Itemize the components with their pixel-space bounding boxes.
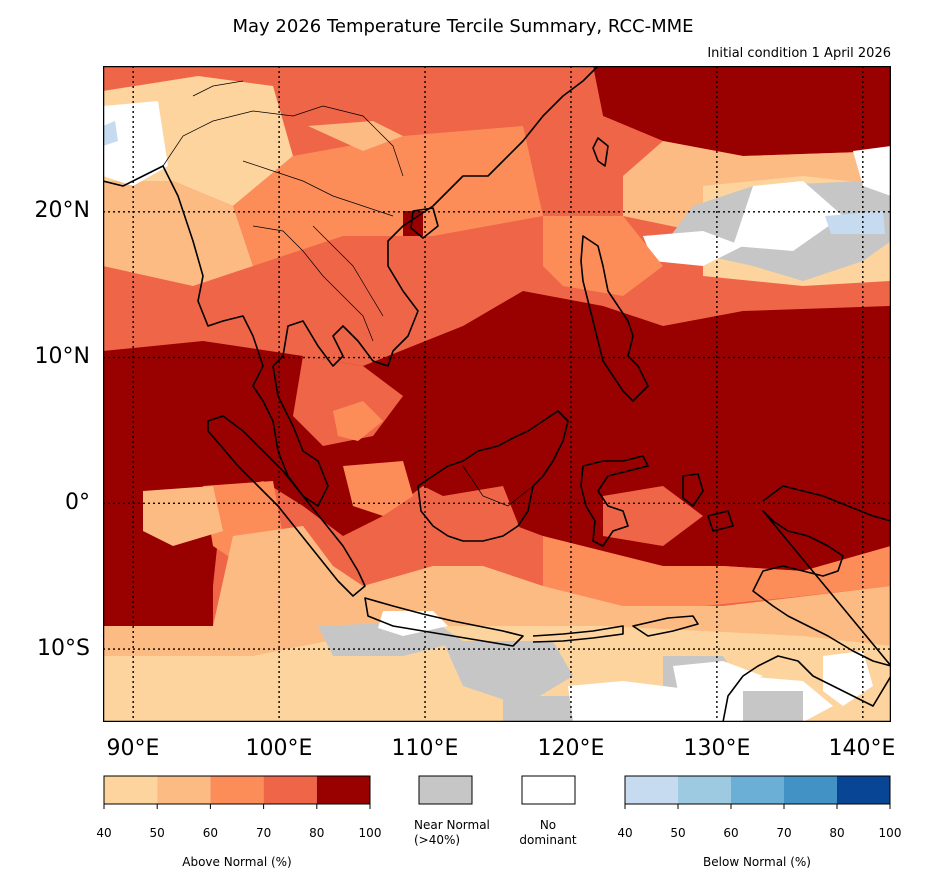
zone-no-dominant	[823, 651, 873, 706]
initial-condition-label: Initial condition 1 April 2026	[707, 46, 891, 61]
below-normal-segment-3	[784, 776, 837, 804]
zone-above-50-60	[543, 216, 663, 296]
below-normal-tick: 100	[878, 826, 902, 840]
above-normal-segment-3	[263, 776, 317, 804]
below-normal-segment-1	[678, 776, 731, 804]
lon-label-120e: 120°E	[537, 736, 605, 761]
zone-near-normal	[443, 641, 573, 706]
above-normal-colorbar	[103, 775, 371, 809]
coastline-hainan	[410, 207, 439, 239]
coastline-borneo	[417, 410, 569, 542]
coastlines	[102, 65, 892, 723]
border-lines	[162, 80, 534, 507]
zone-above-50-60	[308, 121, 403, 151]
zone-near-normal	[743, 691, 803, 722]
coastline-sulawesi	[580, 455, 649, 547]
zone-above-50-60	[103, 526, 891, 661]
below-normal-tick: 50	[670, 826, 686, 840]
lat-label-10s: 10°S	[37, 636, 90, 661]
below-normal-title: Below Normal (%)	[703, 855, 811, 869]
zone-above-50-60	[143, 486, 223, 546]
tercile-shading	[103, 66, 891, 722]
zone-no-dominant	[378, 611, 448, 636]
zone-above-70-80	[603, 486, 703, 546]
lon-label-130e: 130°E	[683, 736, 751, 761]
map-border	[102, 65, 892, 723]
no-dominant-label-line2: dominant	[519, 833, 577, 847]
zone-above-60-70	[233, 126, 543, 266]
zone-above-50-60	[103, 181, 253, 286]
coastline-asia-mainland	[102, 65, 599, 507]
above-normal-title: Above Normal (%)	[182, 855, 292, 869]
near-normal-label-line2: (>40%)	[414, 833, 461, 847]
below-normal-tick: 80	[829, 826, 845, 840]
zone-above-60-70	[333, 401, 383, 441]
above-normal-segment-2	[210, 776, 264, 804]
lon-label-100e: 100°E	[245, 736, 313, 761]
near-normal-label: Near Normal (>40%)	[414, 818, 530, 848]
lat-label-20n: 20°N	[34, 198, 90, 223]
zone-no-dominant	[733, 181, 843, 251]
lat-label-10n: 10°N	[34, 344, 90, 369]
below-normal-colorbar	[624, 775, 891, 809]
zone-no-dominant	[103, 101, 168, 186]
legend	[103, 775, 891, 809]
forecast-map	[102, 65, 892, 723]
map-title: May 2026 Temperature Tercile Summary, RC…	[232, 16, 694, 37]
lat-label-0: 0°	[65, 490, 90, 515]
above-normal-tick: 100	[358, 826, 382, 840]
above-normal-tick: 80	[309, 826, 325, 840]
below-normal-outline	[624, 775, 891, 805]
coastline-philippines	[580, 235, 649, 402]
coastline-sumatra	[207, 415, 366, 597]
zone-above-80-100	[403, 211, 423, 236]
no-dominant-label-line1: No	[539, 818, 557, 832]
zone-above-60-70	[343, 461, 413, 516]
lon-label-140e: 140°E	[828, 736, 896, 761]
above-normal-tick: 70	[255, 826, 272, 840]
above-normal-tick: 60	[202, 826, 219, 840]
above-normal-tick: 50	[149, 826, 165, 840]
coastline-new-guinea	[752, 485, 892, 667]
coastline-maluku	[682, 473, 734, 532]
coastline-taiwan	[592, 137, 609, 167]
above-normal-segment-4	[316, 776, 370, 804]
lon-label-90e: 90°E	[106, 736, 160, 761]
below-normal-segment-0	[625, 776, 678, 804]
map-canvas	[102, 65, 892, 723]
near-normal-label-line1: Near Normal	[414, 818, 490, 832]
coastline-lesser-sunda	[532, 625, 624, 643]
no-dominant-label: No dominant	[508, 818, 588, 848]
above-normal-segment-1	[157, 776, 211, 804]
zone-no-dominant	[643, 231, 743, 266]
below-normal-tick: 60	[723, 826, 739, 840]
coastline-australia-tip	[722, 655, 892, 723]
coastline-timor	[632, 615, 699, 637]
below-normal-tick: 40	[617, 826, 633, 840]
below-normal-tick: 70	[776, 826, 792, 840]
zone-below-40-50	[103, 121, 118, 146]
below-normal-segment-4	[837, 776, 890, 804]
below-normal-segment-2	[731, 776, 784, 804]
zone-above-70-80	[433, 486, 523, 546]
gridlines	[103, 66, 891, 722]
zone-below-40-50	[825, 211, 885, 234]
zone-above-80-100	[593, 66, 891, 156]
near-normal-swatch	[418, 775, 473, 805]
coastline-java	[364, 597, 524, 647]
country-borders	[162, 80, 534, 507]
above-normal-tick: 40	[96, 826, 112, 840]
lon-label-110e: 110°E	[391, 736, 459, 761]
above-normal-outline	[103, 775, 371, 805]
above-normal-segment-0	[104, 776, 158, 804]
zone-no-dominant	[853, 146, 891, 196]
zone-no-dominant	[673, 661, 763, 691]
no-dominant-swatch	[521, 775, 576, 805]
